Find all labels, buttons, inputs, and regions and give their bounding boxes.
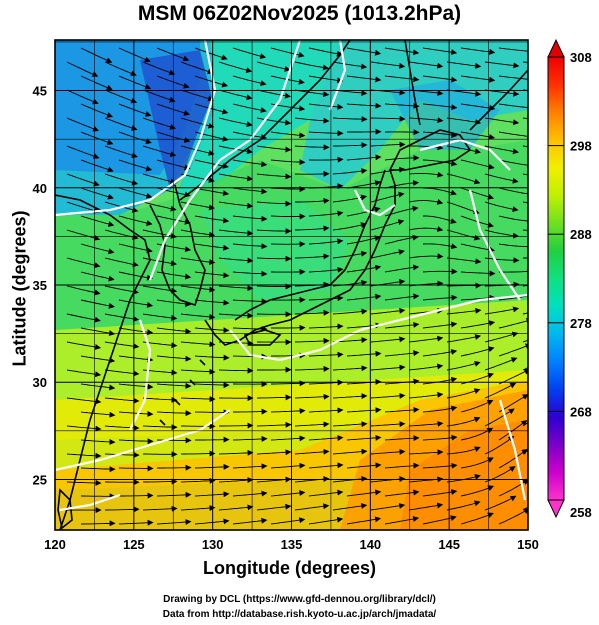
colorbar: 258 268 278 288 298 308	[548, 40, 592, 520]
colorbar-label-268: 268	[570, 404, 592, 419]
colorbar-label-288: 288	[570, 227, 592, 242]
x-tick-label-145: 145	[438, 537, 460, 552]
y-tick-label-35: 35	[33, 278, 47, 293]
colorbar-body	[548, 57, 564, 500]
y-tick-label-25: 25	[33, 472, 47, 487]
y-tick-label-45: 45	[33, 84, 47, 99]
streamline	[181, 454, 215, 455]
x-axis-ticks: 120 125 130 135 140 145 150	[44, 537, 539, 552]
y-axis-label: Latitude (degrees)	[10, 204, 31, 374]
colorbar-label-298: 298	[570, 139, 592, 154]
colorbar-label-308: 308	[570, 50, 592, 65]
x-axis-label: Longitude (degrees)	[0, 558, 599, 579]
y-axis-ticks: 25 30 35 40 45	[33, 84, 47, 488]
x-tick-label-140: 140	[359, 537, 381, 552]
colorbar-label-278: 278	[570, 316, 592, 331]
credit-data: Data from http://database.rish.kyoto-u.a…	[0, 609, 599, 620]
streamline	[271, 216, 305, 217]
credit-drawing: Drawing by DCL (https://www.gfd-dennou.o…	[0, 594, 599, 605]
streamline	[157, 468, 191, 469]
x-axis-label-text: Longitude (degrees)	[203, 558, 376, 578]
colorbar-top-triangle	[548, 40, 564, 57]
x-tick-label-130: 130	[202, 537, 224, 552]
streamline	[257, 286, 291, 287]
streamline	[537, 506, 565, 524]
x-tick-label-120: 120	[44, 537, 66, 552]
y-tick-label-30: 30	[33, 375, 47, 390]
streamline	[295, 174, 329, 175]
streamline	[385, 132, 419, 133]
colorbar-bottom-triangle	[548, 500, 564, 517]
colorbar-label-258: 258	[570, 505, 592, 520]
x-tick-label-125: 125	[123, 537, 145, 552]
y-tick-label-40: 40	[33, 181, 47, 196]
x-tick-label-135: 135	[281, 537, 303, 552]
x-tick-label-150: 150	[517, 537, 539, 552]
